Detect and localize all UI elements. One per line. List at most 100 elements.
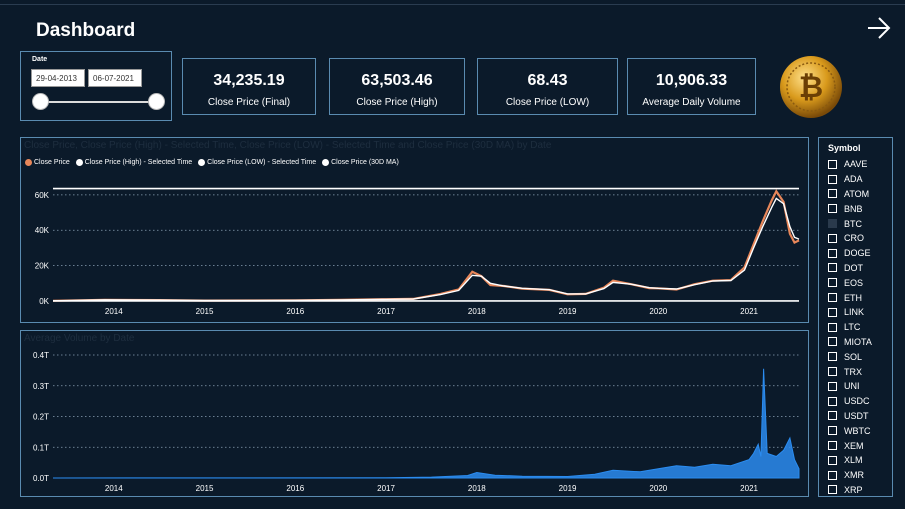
checkbox-icon[interactable] xyxy=(828,322,837,332)
symbol-option-xrp[interactable]: XRP xyxy=(828,483,872,498)
symbol-option-link[interactable]: LINK xyxy=(828,305,872,320)
symbol-label: XEM xyxy=(844,440,864,451)
legend-item[interactable]: Close Price (30D MA) xyxy=(322,159,399,166)
symbol-option-eth[interactable]: ETH xyxy=(828,290,872,305)
checkbox-icon[interactable] xyxy=(828,367,837,377)
checkbox-icon[interactable] xyxy=(828,485,837,495)
date-slider-track[interactable] xyxy=(41,101,158,103)
top-ribbon xyxy=(0,0,905,5)
symbol-option-ltc[interactable]: LTC xyxy=(828,320,872,335)
checkbox-icon[interactable] xyxy=(828,426,837,436)
symbol-option-usdc[interactable]: USDC xyxy=(828,394,872,409)
symbol-option-ada[interactable]: ADA xyxy=(828,172,872,187)
x-tick-label: 2016 xyxy=(286,307,304,316)
symbol-option-uni[interactable]: UNI xyxy=(828,379,872,394)
checkbox-icon[interactable] xyxy=(828,233,837,243)
symbol-label: EOS xyxy=(844,277,864,288)
symbol-label: BNB xyxy=(844,203,863,214)
legend-item[interactable]: Close Price (High) - Selected Time xyxy=(75,159,193,166)
checkbox-icon[interactable] xyxy=(828,337,837,347)
x-tick-label: 2021 xyxy=(740,484,758,493)
symbol-option-eos[interactable]: EOS xyxy=(828,275,872,290)
checkbox-icon[interactable] xyxy=(828,455,837,465)
legend-item[interactable]: Close Price (LOW) - Selected Time xyxy=(198,159,316,166)
date-slider-start-handle[interactable] xyxy=(32,93,49,110)
checkbox-icon[interactable] xyxy=(828,278,837,288)
checkbox-icon[interactable] xyxy=(828,189,837,199)
symbol-option-sol[interactable]: SOL xyxy=(828,349,872,364)
x-tick-label: 2015 xyxy=(196,484,214,493)
x-tick-label: 2015 xyxy=(196,307,214,316)
checkbox-icon[interactable] xyxy=(828,204,837,214)
checkbox-icon[interactable] xyxy=(828,441,837,451)
y-tick-label: 0K xyxy=(39,297,49,306)
y-tick-label: 0.2T xyxy=(33,413,49,422)
symbol-label: ETH xyxy=(844,292,862,303)
legend-dot xyxy=(25,159,32,166)
x-tick-label: 2020 xyxy=(649,484,667,493)
legend-label: Close Price (High) - Selected Time xyxy=(84,159,193,166)
checkbox-icon[interactable] xyxy=(828,396,837,406)
legend-item[interactable]: Close Price xyxy=(25,159,70,166)
symbol-label: SOL xyxy=(844,351,863,362)
symbol-option-btc[interactable]: BTC xyxy=(828,216,872,231)
symbol-option-usdt[interactable]: USDT xyxy=(828,409,872,424)
y-tick-label: 20K xyxy=(35,262,50,271)
symbol-option-xmr[interactable]: XMR xyxy=(828,468,872,483)
date-slider-end-handle[interactable] xyxy=(148,93,165,110)
checkbox-icon[interactable] xyxy=(828,293,837,303)
symbol-label: DOGE xyxy=(844,248,871,259)
checkbox-icon[interactable] xyxy=(828,248,837,258)
checkbox-icon[interactable] xyxy=(828,381,837,391)
legend-dot xyxy=(198,159,206,166)
symbol-label: UNI xyxy=(844,381,860,392)
symbol-option-aave[interactable]: AAVE xyxy=(828,157,872,172)
symbol-option-xlm[interactable]: XLM xyxy=(828,453,872,468)
symbol-slicer: Symbol AAVE ADA ATOM BNB BTC CRO DOGE DOT EOS ETH… xyxy=(818,137,893,497)
symbol-label: AAVE xyxy=(844,159,868,170)
y-tick-label: 0.3T xyxy=(33,382,49,391)
arrow-right-icon[interactable] xyxy=(864,14,894,42)
checkbox-icon[interactable] xyxy=(828,411,837,421)
kpi-close-price-final: 34,235.19 Close Price (Final) xyxy=(182,58,316,115)
checkbox-icon[interactable] xyxy=(828,159,837,169)
y-tick-label: 0.4T xyxy=(33,351,49,360)
legend-label: Close Price xyxy=(34,159,70,166)
symbol-option-xem[interactable]: XEM xyxy=(828,438,872,453)
x-tick-label: 2014 xyxy=(105,484,123,493)
symbol-option-miota[interactable]: MIOTA xyxy=(828,335,872,350)
symbol-option-wbtc[interactable]: WBTC xyxy=(828,423,872,438)
y-tick-label: 60K xyxy=(35,191,50,200)
legend-label: Close Price (LOW) - Selected Time xyxy=(207,159,317,166)
checkbox-icon[interactable] xyxy=(828,263,837,273)
kpi-value: 34,235.19 xyxy=(213,72,285,89)
kpi-value: 10,906.33 xyxy=(655,72,728,89)
checkbox-icon[interactable] xyxy=(828,219,837,229)
symbol-slicer-title: Symbol xyxy=(828,143,861,153)
checkbox-icon[interactable] xyxy=(828,174,837,184)
y-tick-label: 0.0T xyxy=(33,474,49,483)
checkbox-icon[interactable] xyxy=(828,307,837,317)
symbol-label: USDT xyxy=(844,410,869,421)
checkbox-icon[interactable] xyxy=(828,470,837,480)
price-line-chart[interactable]: 0K 20K 40K 60K 2014 2015 2016 2017 2018 2019 2020 2… xyxy=(21,138,808,322)
series-average-volume-area xyxy=(52,368,800,479)
kpi-close-price-low: 68.43 Close Price (LOW) xyxy=(477,58,618,115)
volume-chart-title: Average Volume by Date xyxy=(24,333,135,344)
kpi-value: 68.43 xyxy=(527,72,568,89)
symbol-option-dot[interactable]: DOT xyxy=(828,261,872,276)
volume-area-chart[interactable]: 0.0T 0.1T 0.2T 0.3T 0.4T 2014 2015 2016 2017 2018… xyxy=(21,331,808,496)
symbol-option-cro[interactable]: CRO xyxy=(828,231,872,246)
start-date-input[interactable]: 29-04-2013 xyxy=(31,69,85,87)
kpi-caption: Average Daily Volume xyxy=(642,97,741,108)
date-range-slicer: Date 29-04-2013 06-07-2021 xyxy=(20,51,172,121)
symbol-option-bnb[interactable]: BNB xyxy=(828,201,872,216)
symbol-option-trx[interactable]: TRX xyxy=(828,364,872,379)
symbol-label: CRO xyxy=(844,233,864,244)
end-date-input[interactable]: 06-07-2021 xyxy=(88,69,142,87)
symbol-option-doge[interactable]: DOGE xyxy=(828,246,872,261)
checkbox-icon[interactable] xyxy=(828,352,837,362)
symbol-option-atom[interactable]: ATOM xyxy=(828,187,872,202)
x-tick-label: 2019 xyxy=(559,484,577,493)
symbol-label: DOT xyxy=(844,262,863,273)
